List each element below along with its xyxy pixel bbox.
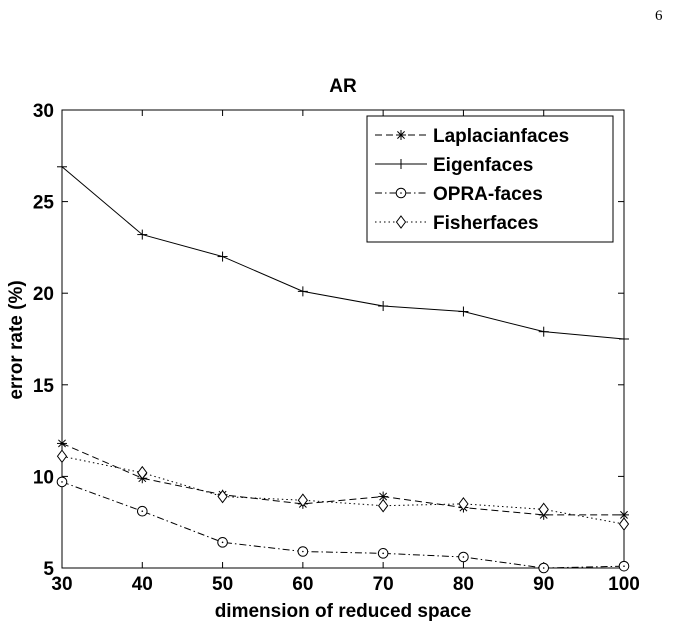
y-tick-label: 5 [43, 559, 54, 580]
data-point-eigenfaces [217, 251, 228, 262]
y-tick-label: 15 [33, 376, 55, 397]
legend-label-fisherfaces: Fisherfaces [433, 213, 539, 234]
page-number: 6 [655, 8, 663, 24]
x-tick-label: 100 [608, 574, 640, 595]
x-tick-label: 90 [533, 574, 554, 595]
legend-marker-fisherfaces [395, 215, 407, 229]
legend-box [366, 115, 614, 243]
legend-marker-eigenfaces [396, 159, 406, 169]
data-point-fisherfaces [458, 497, 469, 511]
series-line-eigenfaces [61, 166, 625, 340]
data-point-eigenfaces [458, 306, 469, 317]
y-tick-label: 10 [33, 467, 54, 488]
data-point-opra-faces [618, 560, 630, 572]
y-tick-label: 30 [33, 101, 54, 122]
data-point-eigenfaces [57, 161, 67, 172]
data-point-opra-faces [458, 551, 469, 563]
x-tick-label: 50 [212, 574, 233, 595]
data-point-fisherfaces [378, 498, 389, 513]
data-point-fisherfaces [137, 465, 148, 480]
legend-label-laplacianfaces: Laplacianfaces [433, 126, 569, 147]
y-tick-label: 20 [33, 284, 54, 305]
data-point-fisherfaces [618, 517, 630, 531]
data-point-eigenfaces [137, 229, 148, 240]
legend-label-opra-faces: OPRA-faces [433, 184, 543, 205]
data-point-eigenfaces [378, 301, 389, 312]
data-point-fisherfaces [297, 493, 308, 508]
x-tick-label: 60 [292, 574, 313, 595]
legend-marker-opra-faces [395, 187, 407, 199]
data-point-opra-faces [297, 546, 309, 557]
data-point-eigenfaces [297, 286, 308, 297]
data-point-laplacianfaces [57, 438, 67, 449]
data-point-opra-faces [217, 537, 228, 548]
legend: Laplacianfaces Eigenfaces OPRA-faces Fisher… [366, 115, 614, 243]
series-line-laplacianfaces [61, 442, 624, 516]
x-axis-label: dimension of reduced space [215, 601, 472, 622]
data-point-fisherfaces [217, 489, 228, 504]
series-line-opra-faces [61, 481, 625, 569]
y-axis-label: error rate (%) [6, 280, 27, 399]
x-tick-label: 30 [51, 574, 72, 595]
chart-title: AR [329, 76, 357, 97]
data-point-opra-faces [377, 548, 389, 559]
data-point-eigenfaces [538, 326, 549, 337]
x-tick-label: 70 [373, 574, 394, 595]
x-tick-label: 40 [132, 574, 153, 595]
data-point-eigenfaces [619, 334, 629, 344]
legend-marker-laplacianfaces [396, 130, 406, 140]
data-point-opra-faces [538, 562, 550, 574]
data-point-opra-faces [56, 476, 68, 488]
x-tick-label: 80 [453, 574, 474, 595]
series-line-fisherfaces [61, 455, 625, 525]
y-tick-label: 25 [33, 193, 55, 214]
legend-label-eigenfaces: Eigenfaces [433, 155, 533, 176]
data-point-fisherfaces [538, 502, 549, 517]
data-point-opra-faces [136, 505, 148, 517]
data-point-fisherfaces [56, 449, 68, 464]
